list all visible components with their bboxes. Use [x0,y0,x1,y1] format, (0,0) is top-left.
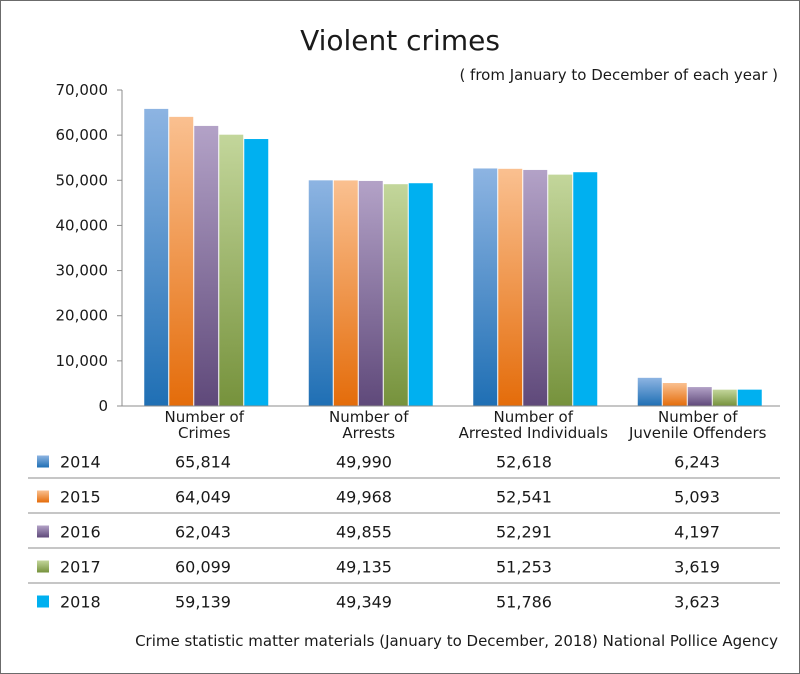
table-cell: 64,049 [175,488,231,507]
bar-2018-cat3 [737,389,762,406]
bar-2017-cat3 [712,389,737,406]
table-cell: 5,093 [674,488,720,507]
category-label: Number of [165,408,245,426]
legend-year-2014: 2014 [60,453,101,472]
table-cell: 51,786 [496,593,552,612]
table-cell: 49,349 [336,593,392,612]
table-cell: 52,541 [496,488,552,507]
bar-2017-cat1 [383,184,408,406]
legend-year-2018: 2018 [60,593,101,612]
chart-subtitle: ( from January to December of each year … [459,66,778,84]
legend-swatch-2014 [37,455,49,468]
table-cell: 49,990 [336,453,392,472]
bar-2014-cat3 [637,377,662,406]
y-tick-label: 0 [98,397,108,415]
table-cell: 6,243 [674,453,720,472]
y-tick-label: 20,000 [56,307,109,325]
chart-title: Violent crimes [300,24,500,57]
category-label: Number of [329,408,409,426]
bar-2015-cat0 [169,116,194,407]
bar-2018-cat2 [573,172,598,406]
table-cell: 65,814 [175,453,231,472]
table-cell: 49,135 [336,558,392,577]
bar-2017-cat0 [219,134,244,407]
legend-swatch-2017 [37,560,49,573]
table-cell: 52,618 [496,453,552,472]
bar-2014-cat0 [144,108,169,407]
table-cell: 49,968 [336,488,392,507]
bar-2014-cat2 [473,168,498,406]
table-cell: 59,139 [175,593,231,612]
table-cell: 52,291 [496,523,552,542]
bar-2016-cat3 [687,387,712,406]
bar-2018-cat0 [244,139,269,406]
table-cell: 4,197 [674,523,720,542]
table-cell: 49,855 [336,523,392,542]
table-cell: 3,619 [674,558,720,577]
bar-2018-cat1 [408,183,433,406]
legend-swatch-2018 [37,595,49,608]
category-label: Juvenile Offenders [628,424,767,442]
bar-2015-cat3 [662,383,687,406]
bar-2015-cat2 [498,168,523,406]
legend-year-2016: 2016 [60,523,101,542]
table-cell: 60,099 [175,558,231,577]
bar-2015-cat1 [333,180,358,406]
table-cell: 3,623 [674,593,720,612]
category-label: Crimes [178,424,231,442]
bar-2016-cat1 [358,180,383,406]
legend-swatch-2016 [37,525,49,538]
category-label: Number of [494,408,574,426]
y-tick-label: 50,000 [56,171,109,189]
category-label: Number of [658,408,738,426]
bar-2016-cat2 [523,169,548,406]
bar-2014-cat1 [308,180,333,406]
source-note: Crime statistic matter materials (Januar… [135,632,778,650]
category-label: Arrested Individuals [459,424,608,442]
y-tick-label: 30,000 [56,262,109,280]
y-tick-label: 40,000 [56,216,109,234]
bar-2016-cat0 [194,125,219,407]
y-tick-label: 60,000 [56,126,109,144]
legend-year-2017: 2017 [60,558,101,577]
y-tick-label: 10,000 [56,352,109,370]
legend-year-2015: 2015 [60,488,101,507]
table-cell: 51,253 [496,558,552,577]
y-tick-label: 70,000 [56,81,109,99]
table-cell: 62,043 [175,523,231,542]
category-label: Arrests [342,424,395,442]
legend-swatch-2015 [37,490,49,503]
bar-2017-cat2 [548,174,573,406]
